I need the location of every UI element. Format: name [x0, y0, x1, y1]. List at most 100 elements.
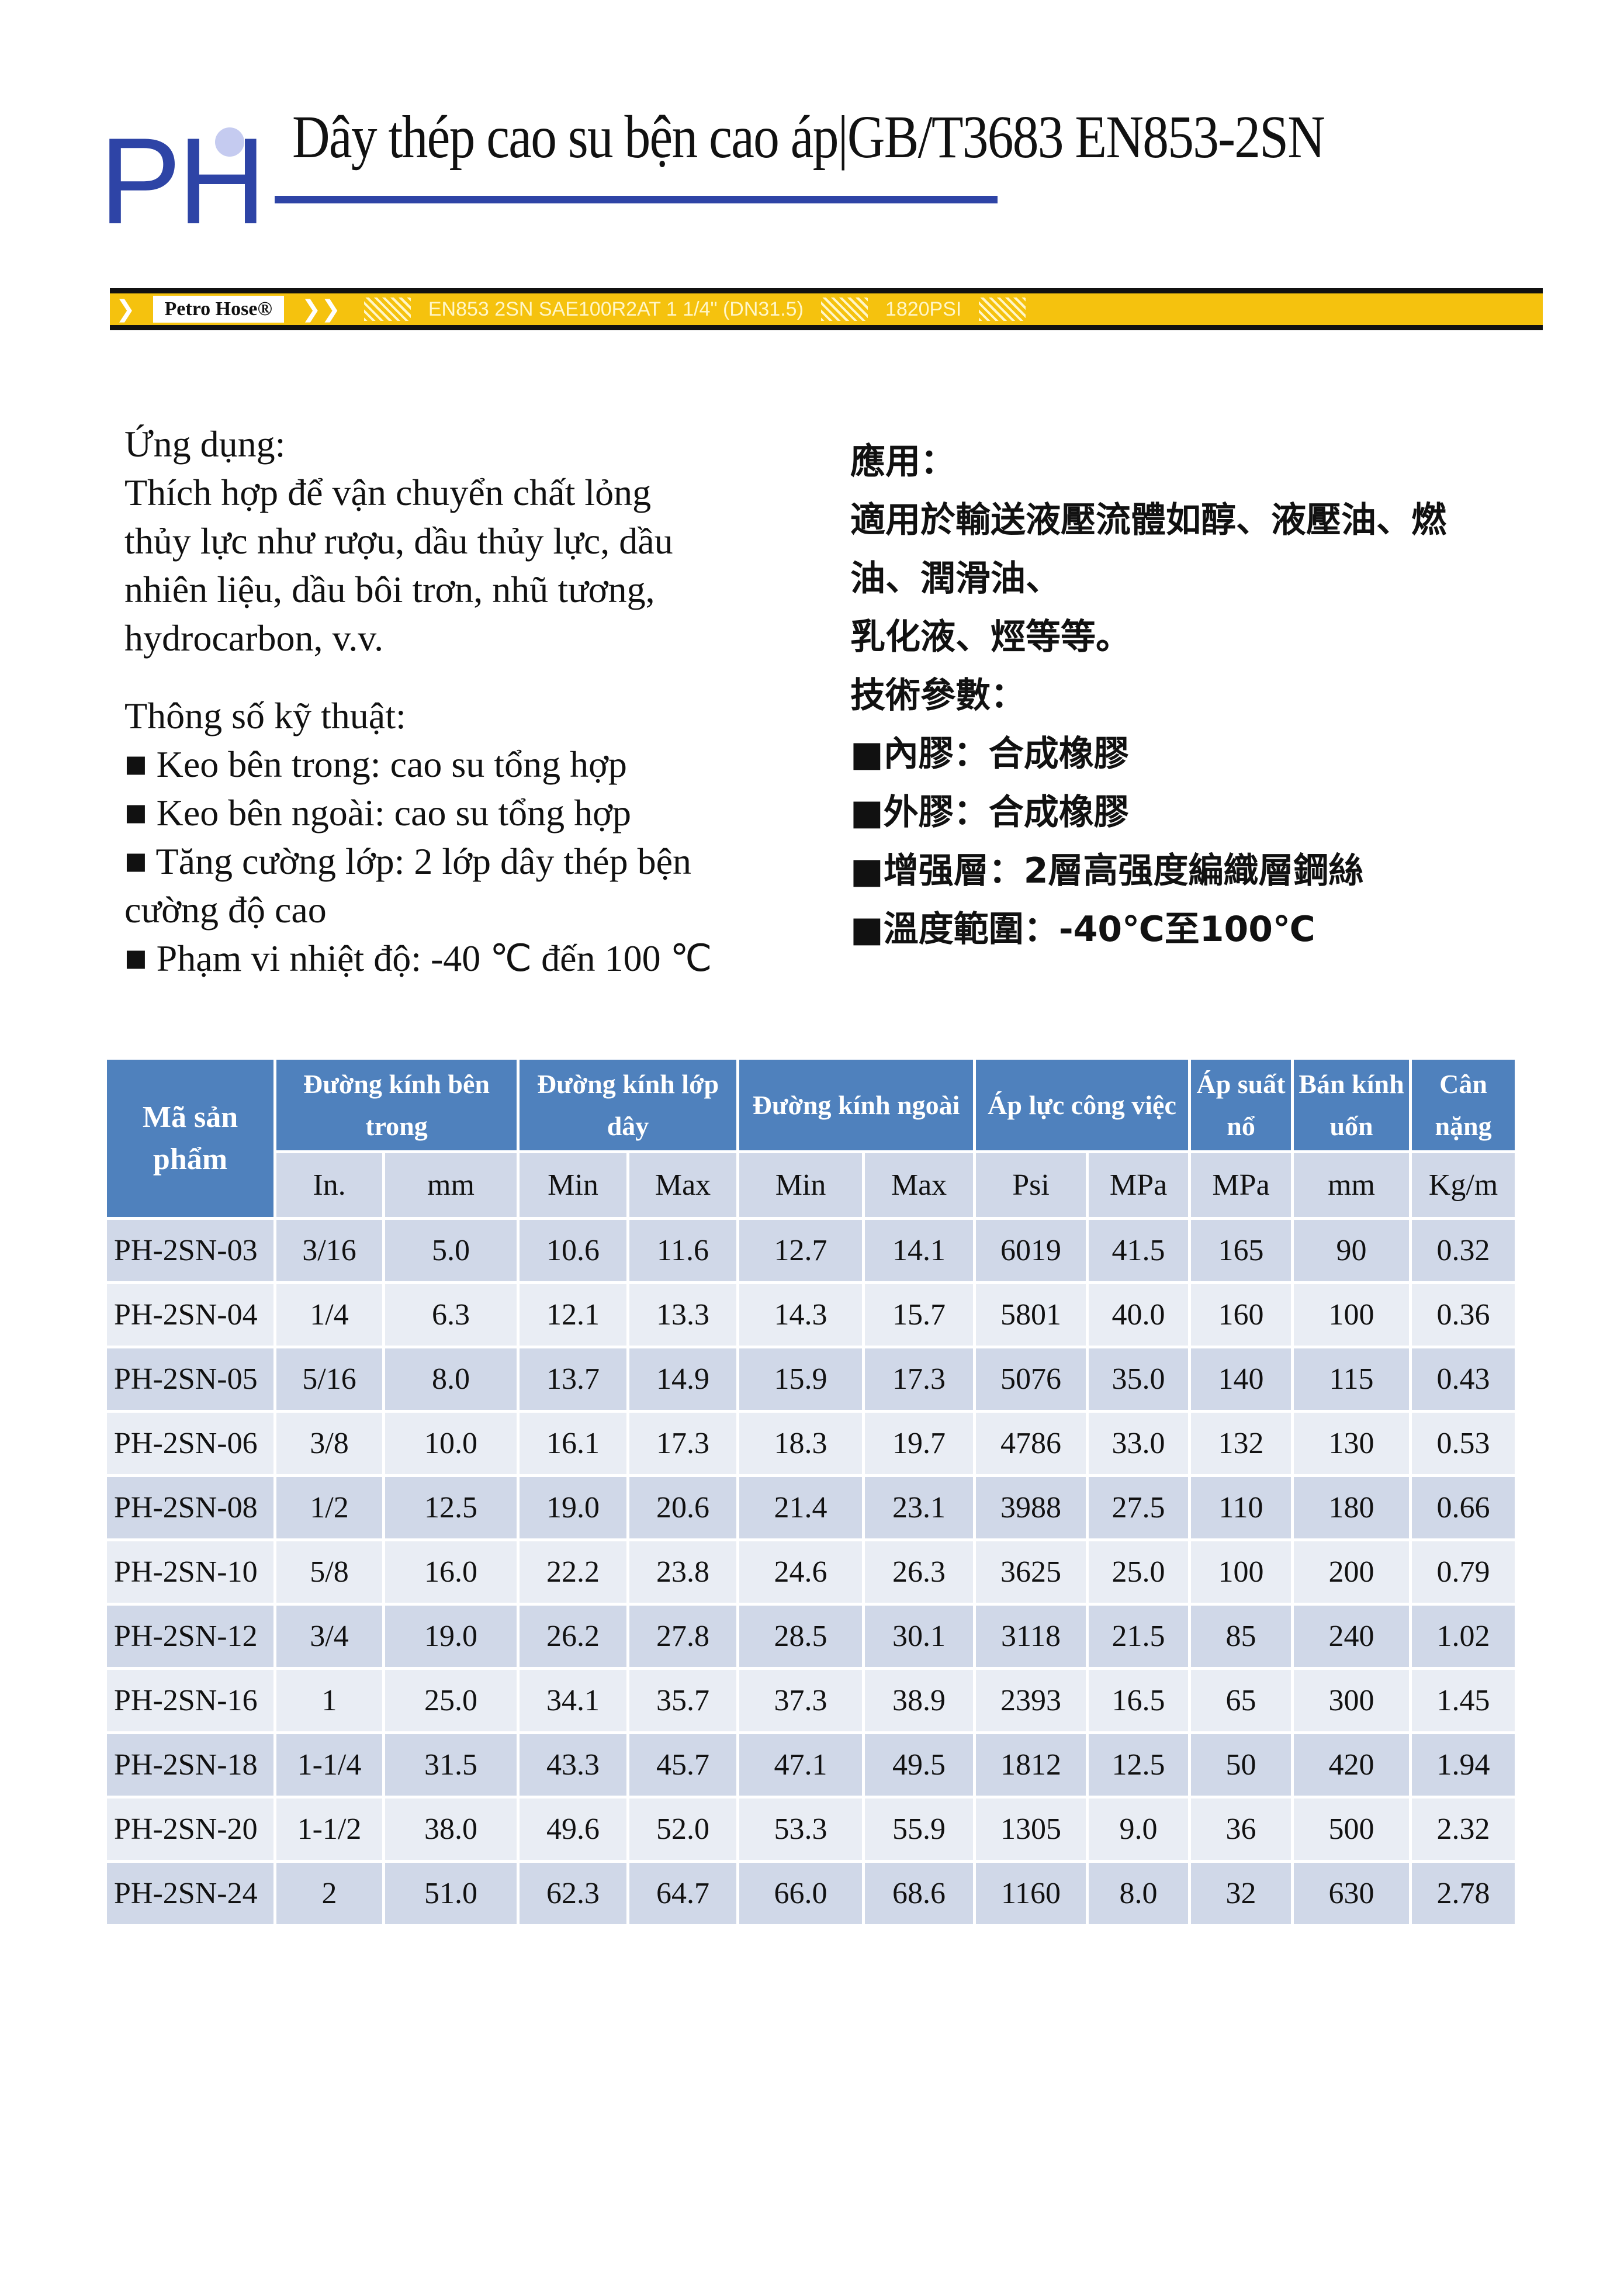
- sub-header: Min: [736, 1150, 865, 1220]
- text-line: ■溫度範圍：-40℃至100℃: [850, 909, 1315, 950]
- table-cell: 115: [1291, 1346, 1412, 1413]
- table-cell: 51.0: [382, 1860, 520, 1927]
- product-code-cell: PH-2SN-10: [104, 1538, 276, 1606]
- text-line: 乳化液、烴等等。: [850, 617, 1131, 658]
- sub-header: Psi: [973, 1150, 1089, 1220]
- table-cell: 50: [1188, 1731, 1294, 1799]
- table-cell: 2.78: [1409, 1860, 1518, 1927]
- table-cell: 22.2: [517, 1538, 630, 1606]
- table-cell: 165: [1188, 1217, 1294, 1284]
- sub-header: MPa: [1188, 1150, 1294, 1220]
- text-line: 適用於輸送液壓流體如醇、液壓油、燃: [850, 500, 1446, 541]
- header-product-code: Mã sản phẩm: [104, 1057, 276, 1220]
- sub-header: Max: [862, 1150, 977, 1220]
- table-cell: 8.0: [1086, 1860, 1192, 1927]
- table-cell: 17.3: [862, 1346, 977, 1413]
- table-cell: 15.9: [736, 1346, 865, 1413]
- table-cell: 41.5: [1086, 1217, 1192, 1284]
- table-cell: 12.5: [1086, 1731, 1192, 1799]
- table-cell: 66.0: [736, 1860, 865, 1927]
- table-cell: 10.6: [517, 1217, 630, 1284]
- table-cell: 5076: [973, 1346, 1089, 1413]
- table-cell: 5/16: [273, 1346, 385, 1413]
- text-line: ■內膠：合成橡膠: [850, 734, 1129, 774]
- table-cell: 23.8: [626, 1538, 740, 1606]
- sub-header: In.: [273, 1150, 385, 1220]
- table-cell: 12.7: [736, 1217, 865, 1284]
- table-cell: 4786: [973, 1410, 1089, 1477]
- table-cell: 35.0: [1086, 1346, 1192, 1413]
- table-row: PH-2SN-12 3/4 19.0 26.2 27.8 28.5 30.1 3118 21.5…: [104, 1603, 1518, 1670]
- text-line: ■ Tăng cường lớp: 2 lớp dây thép bện: [124, 841, 691, 882]
- table-cell: 25.0: [382, 1667, 520, 1734]
- table-cell: 110: [1188, 1474, 1294, 1541]
- header-inner-diameter: Đường kính bên trong: [273, 1057, 520, 1153]
- table-cell: 53.3: [736, 1796, 865, 1863]
- text-line: ■ Keo bên trong: cao su tổng hợp: [124, 743, 627, 785]
- table-row: PH-2SN-03 3/16 5.0 10.6 11.6 12.7 14.1 6019 41.5…: [104, 1217, 1518, 1284]
- table-cell: 1/2: [273, 1474, 385, 1541]
- table-cell: 15.7: [862, 1281, 977, 1348]
- table-cell: 17.3: [626, 1410, 740, 1477]
- hatch-pattern: [363, 298, 411, 321]
- table-cell: 49.6: [517, 1796, 630, 1863]
- table-cell: 35.7: [626, 1667, 740, 1734]
- hose-image: ❯ Petro Hose® ❯❯ EN853 2SN SAE100R2AT 1 …: [110, 288, 1543, 330]
- table-cell: 1.02: [1409, 1603, 1518, 1670]
- table-cell: 33.0: [1086, 1410, 1192, 1477]
- table-row: PH-2SN-20 1-1/2 38.0 49.6 52.0 53.3 55.9 1305 9.…: [104, 1796, 1518, 1863]
- table-cell: 16.1: [517, 1410, 630, 1477]
- table-cell: 1/4: [273, 1281, 385, 1348]
- table-row: PH-2SN-16 1 25.0 34.1 35.7 37.3 38.9 2393 16.5 65…: [104, 1667, 1518, 1734]
- table-cell: 3/8: [273, 1410, 385, 1477]
- table-cell: 1-1/4: [273, 1731, 385, 1799]
- product-code-cell: PH-2SN-06: [104, 1410, 276, 1477]
- table-cell: 19.0: [517, 1474, 630, 1541]
- table-cell: 6019: [973, 1217, 1089, 1284]
- hose-psi: 1820PSI: [885, 298, 962, 320]
- table-cell: 27.5: [1086, 1474, 1192, 1541]
- table-cell: 20.6: [626, 1474, 740, 1541]
- page-title: Dây thép cao su bện cao áp|GB/T3683 EN85…: [292, 103, 1325, 171]
- product-code-cell: PH-2SN-24: [104, 1860, 276, 1927]
- table-cell: 0.32: [1409, 1217, 1518, 1284]
- text-line: ■外膠：合成橡膠: [850, 792, 1129, 833]
- table-cell: 11.6: [626, 1217, 740, 1284]
- table-cell: 5.0: [382, 1217, 520, 1284]
- table-cell: 3118: [973, 1603, 1089, 1670]
- table-cell: 630: [1291, 1860, 1412, 1927]
- table-cell: 160: [1188, 1281, 1294, 1348]
- table-cell: 3625: [973, 1538, 1089, 1606]
- sub-header: mm: [382, 1150, 520, 1220]
- table-cell: 19.7: [862, 1410, 977, 1477]
- table-cell: 9.0: [1086, 1796, 1192, 1863]
- table-cell: 19.0: [382, 1603, 520, 1670]
- table-cell: 3/16: [273, 1217, 385, 1284]
- table-cell: 13.7: [517, 1346, 630, 1413]
- table-row: PH-2SN-05 5/16 8.0 13.7 14.9 15.9 17.3 5076 35.0…: [104, 1346, 1518, 1413]
- table-cell: 14.3: [736, 1281, 865, 1348]
- header-weight: Cân nặng: [1409, 1057, 1518, 1153]
- product-code-cell: PH-2SN-20: [104, 1796, 276, 1863]
- table-cell: 2393: [973, 1667, 1089, 1734]
- table-row: PH-2SN-10 5/8 16.0 22.2 23.8 24.6 26.3 3625 25.0…: [104, 1538, 1518, 1606]
- table-cell: 32: [1188, 1860, 1294, 1927]
- sub-header: Min: [517, 1150, 630, 1220]
- table-cell: 14.1: [862, 1217, 977, 1284]
- table-cell: 3/4: [273, 1603, 385, 1670]
- table-cell: 12.5: [382, 1474, 520, 1541]
- table-cell: 100: [1188, 1538, 1294, 1606]
- table-cell: 49.5: [862, 1731, 977, 1799]
- table-cell: 25.0: [1086, 1538, 1192, 1606]
- text-line: ■ Keo bên ngoài: cao su tổng hợp: [124, 792, 631, 833]
- table-cell: 1: [273, 1667, 385, 1734]
- table-cell: 38.0: [382, 1796, 520, 1863]
- table-cell: 13.3: [626, 1281, 740, 1348]
- table-cell: 21.4: [736, 1474, 865, 1541]
- table-cell: 0.43: [1409, 1346, 1518, 1413]
- table-cell: 47.1: [736, 1731, 865, 1799]
- table-row: PH-2SN-06 3/8 10.0 16.1 17.3 18.3 19.7 4786 33.0…: [104, 1410, 1518, 1477]
- header-burst-pressure: Áp suất nổ: [1188, 1057, 1294, 1153]
- table-cell: 16.0: [382, 1538, 520, 1606]
- table-cell: 420: [1291, 1731, 1412, 1799]
